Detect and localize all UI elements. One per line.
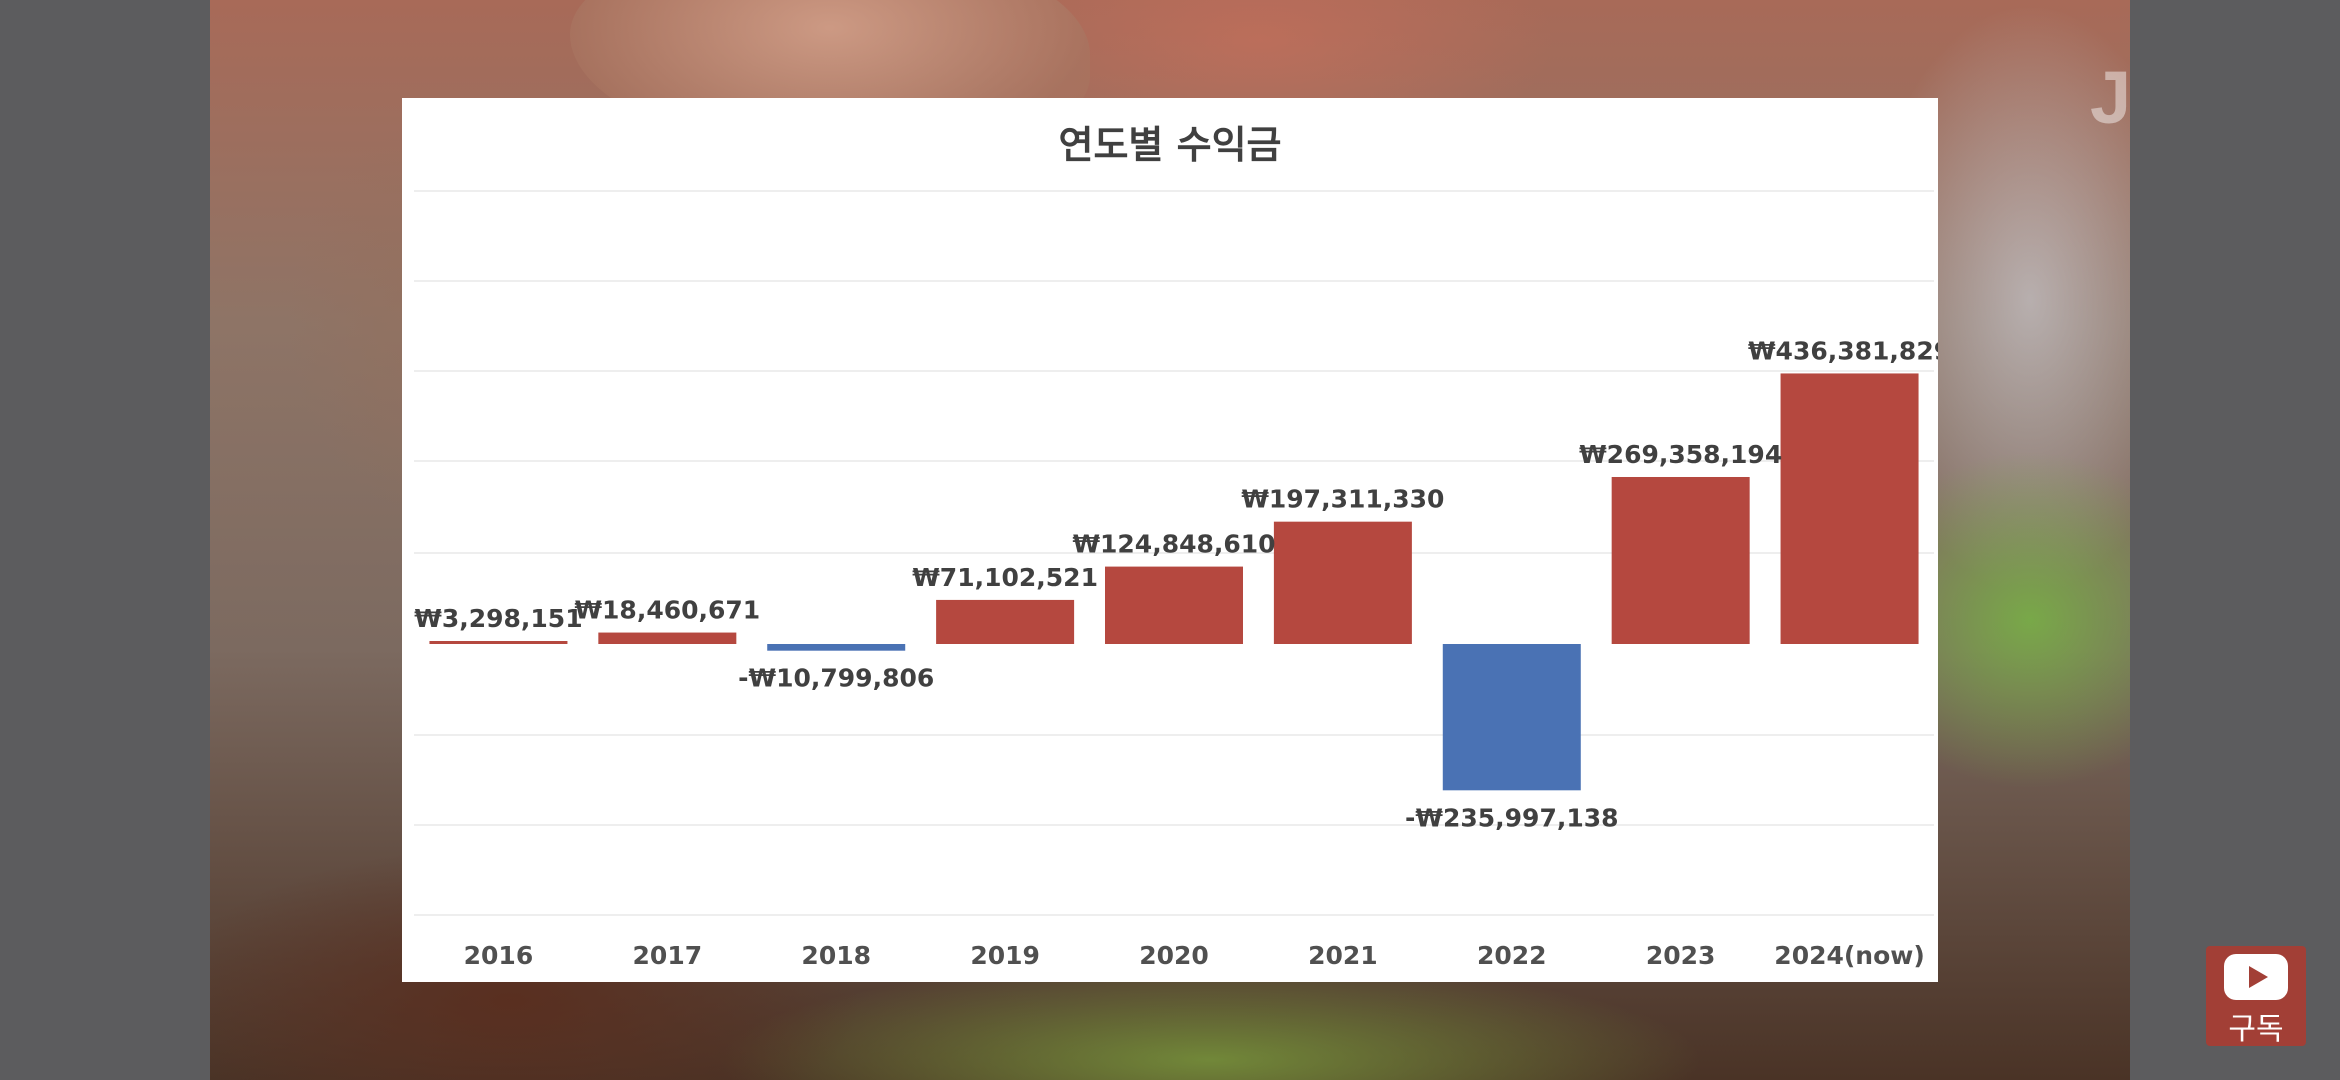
x-tick-2021: 2021 [1308, 941, 1378, 970]
bar-2022 [1442, 644, 1581, 791]
x-tick-2018: 2018 [801, 941, 871, 970]
data-label-2019: ₩71,102,521 [912, 563, 1098, 592]
data-label-2020: ₩124,848,610 [1072, 530, 1275, 559]
subscribe-label: 구독 [2228, 1012, 2284, 1047]
subscribe-button[interactable]: 구독 [2206, 946, 2306, 1047]
bar-2024(now) [1780, 373, 1919, 644]
bar-2016 [429, 641, 568, 644]
bar-chart: ₩3,298,151₩18,460,671 -₩10,799,806 ₩71,102… [414, 190, 1938, 970]
data-label-2023: ₩269,358,194 [1579, 440, 1782, 469]
youtube-play-icon [2224, 954, 2288, 1000]
x-tick-2020: 2020 [1139, 941, 1209, 970]
bar-2020 [1105, 566, 1243, 644]
letterbox-right [2130, 0, 2340, 1080]
letterbox-left [0, 0, 210, 1080]
x-tick-2017: 2017 [633, 941, 703, 970]
gridlines [414, 190, 1934, 916]
data-label-2024(now): ₩436,381,829 [1748, 336, 1938, 365]
x-tick-2022: 2022 [1477, 941, 1547, 970]
bar-2021 [1273, 521, 1412, 644]
data-label-2017: ₩18,460,671 [574, 596, 760, 625]
bar-2023 [1611, 476, 1750, 644]
data-labels: ₩3,298,151₩18,460,671 -₩10,799,806 ₩71,102… [414, 336, 1938, 832]
x-tick-2023: 2023 [1646, 941, 1716, 970]
data-label-2018: -₩10,799,806 [738, 664, 934, 693]
chart-title: 연도별 수익금 [1058, 123, 1282, 167]
x-tick-labels: 2016 2017 2018 2019 2020 2021 2022 2023 2024(now… [464, 941, 1925, 970]
bar-2019 [936, 599, 1075, 644]
bar-2018 [767, 644, 906, 651]
data-label-2021: ₩197,311,330 [1241, 485, 1444, 514]
channel-watermark: JCTV [2090, 56, 2130, 139]
data-label-2022: -₩235,997,138 [1405, 803, 1619, 832]
bars [429, 373, 1919, 791]
bar-2017 [598, 632, 737, 644]
data-label-2016: ₩3,298,151 [414, 604, 582, 633]
x-tick-2016: 2016 [464, 941, 534, 970]
x-tick-2019: 2019 [970, 941, 1040, 970]
chart-card: ₩3,298,151 ₩18,460,671 -₩10,799,806 ₩71,102… [402, 98, 1938, 982]
x-tick-2024(now): 2024(now) [1774, 941, 1925, 970]
